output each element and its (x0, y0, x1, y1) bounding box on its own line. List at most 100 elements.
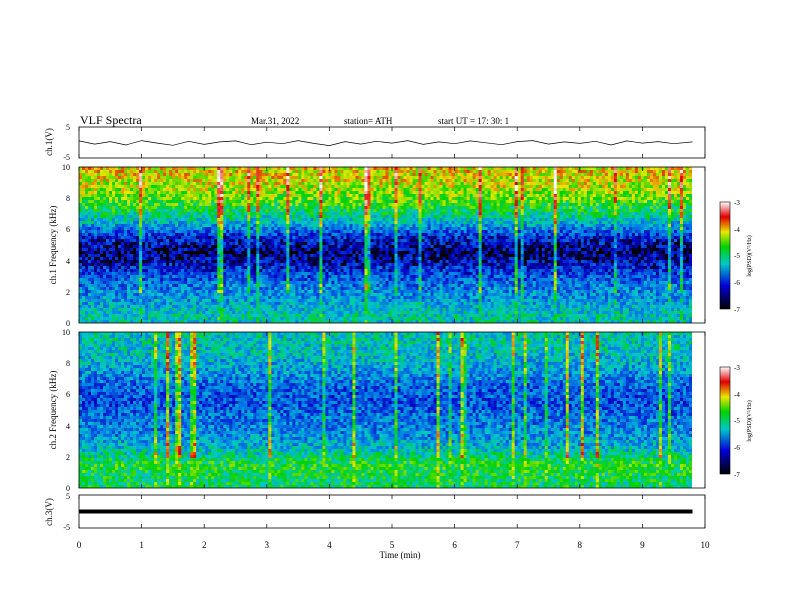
channel-1-spectrogram-cell (373, 167, 377, 171)
channel-1-spectrogram-cell (358, 191, 362, 195)
channel-1-spectrogram-cell (544, 227, 549, 231)
channel-1-spectrogram-cell (532, 218, 537, 222)
channel-1-spectrogram-cell (148, 173, 152, 177)
channel-1-spectrogram-cell (118, 170, 122, 174)
channel-1-spectrogram-cell (457, 218, 461, 222)
channel-1-spectrogram-cell (541, 170, 546, 174)
channel-1-spectrogram-cell (259, 230, 263, 234)
channel-1-spectrogram-cell (367, 206, 371, 210)
channel-1-spectrogram-cell (571, 221, 576, 225)
channel-1-spectrogram-cell (274, 170, 278, 174)
channel-1-spectrogram-cell (139, 173, 143, 177)
channel-1-spectrogram-cell (226, 191, 230, 195)
channel-1-spectrogram-cell (415, 230, 419, 234)
channel-1-spectrogram-cell (301, 203, 305, 207)
channel-1-spectrogram-cell (328, 221, 332, 225)
channel-1-spectrogram-cell (319, 215, 323, 219)
channel-1-spectrogram-cell (640, 224, 645, 228)
channel-1-spectrogram-cell (223, 194, 227, 198)
channel-1-spectrogram-cell (478, 227, 482, 231)
channel-1-spectrogram-cell (322, 185, 326, 189)
channel-1-spectrogram-cell (499, 176, 503, 180)
channel-1-spectrogram-cell (166, 176, 170, 180)
channel-1-spectrogram-cell (274, 200, 278, 204)
channel-1-spectrogram-cell (283, 239, 287, 243)
channel-1-spectrogram-cell (163, 215, 167, 219)
channel-1-spectrogram-cell (244, 221, 248, 225)
channel-1-spectrogram-cell (382, 176, 386, 180)
channel-1-spectrogram-cell (247, 170, 251, 174)
channel-1-spectrogram-cell (613, 233, 618, 237)
channel-1-spectrogram-cell (196, 230, 200, 234)
channel-1-spectrogram-cell (214, 227, 218, 231)
channel-1-spectrogram-cell (160, 233, 164, 237)
channel-1-spectrogram-cell (244, 224, 248, 228)
channel-1-spectrogram-cell (181, 233, 185, 237)
channel-1-spectrogram-cell (139, 197, 143, 201)
channel-1-spectrogram-cell (97, 188, 101, 192)
channel-1-spectrogram-cell (190, 170, 194, 174)
channel-1-spectrogram-cell (376, 203, 380, 207)
channel-1-spectrogram-cell (334, 179, 338, 183)
channel-1-spectrogram-cell (511, 233, 516, 237)
channel-1-spectrogram-cell (124, 221, 128, 225)
channel-1-spectrogram-cell (484, 167, 488, 171)
channel-1-spectrogram-cell (310, 179, 314, 183)
channel-1-spectrogram-cell (583, 221, 588, 225)
channel-1-spectrogram-cell (514, 170, 519, 174)
channel-1-spectrogram-cell (91, 188, 95, 192)
channel-1-spectrogram-cell (301, 224, 305, 228)
channel-1-spectrogram-cell (208, 209, 212, 213)
channel-1-spectrogram-cell (445, 233, 449, 237)
channel-1-spectrogram-cell (604, 200, 609, 204)
channel-1-spectrogram-cell (217, 176, 221, 180)
channel-1-spectrogram-cell (94, 227, 98, 231)
channel-1-spectrogram-cell (151, 173, 155, 177)
channel-1-spectrogram-cell (577, 206, 582, 210)
channel-1-spectrogram-cell (310, 167, 314, 171)
channel-1-spectrogram-cell (124, 179, 128, 183)
channel-1-spectrogram-cell (244, 236, 248, 240)
channel-1-spectrogram-cell (373, 203, 377, 207)
channel-1-spectrogram-cell (604, 224, 609, 228)
channel-1-spectrogram-cell (262, 194, 266, 198)
channel-1-spectrogram-cell (622, 212, 627, 216)
channel-1-spectrogram-cell (325, 185, 329, 189)
channel-1-spectrogram-cell (244, 230, 248, 234)
channel-1-spectrogram-cell (544, 233, 549, 237)
channel-1-spectrogram-cell (547, 224, 552, 228)
channel-1-spectrogram-cell (424, 224, 428, 228)
channel-1-spectrogram-cell (91, 182, 95, 186)
channel-1-spectrogram-cell (262, 182, 266, 186)
channel-1-spectrogram-cell (298, 203, 302, 207)
channel-1-spectrogram-cell (361, 167, 365, 171)
channel-1-spectrogram-cell (565, 203, 570, 207)
channel-1-spectrogram-cell (487, 236, 491, 240)
channel-1-spectrogram-cell (265, 176, 269, 180)
channel-1-spectrogram-cell (415, 185, 419, 189)
channel-1-spectrogram-cell (85, 218, 89, 222)
channel-1-spectrogram-cell (400, 227, 404, 231)
channel-1-spectrogram-cell (637, 194, 642, 198)
channel-1-spectrogram-cell (154, 221, 158, 225)
channel-1-spectrogram-cell (574, 209, 579, 213)
channel-1-spectrogram-cell (631, 212, 636, 216)
channel-1-spectrogram-cell (355, 215, 359, 219)
channel-1-spectrogram-cell (289, 194, 293, 198)
channel-1-spectrogram-cell (328, 239, 332, 243)
channel-1-spectrogram-cell (355, 197, 359, 201)
channel-1-spectrogram-cell (379, 170, 383, 174)
channel-1-spectrogram-cell (94, 191, 98, 195)
channel-1-spectrogram-cell (94, 194, 98, 198)
channel-1-spectrogram-cell (607, 179, 612, 183)
channel-1-spectrogram-cell (397, 236, 401, 240)
channel-1-spectrogram-cell (457, 206, 461, 210)
channel-1-spectrogram-cell (271, 197, 275, 201)
channel-1-spectrogram-cell (223, 239, 227, 243)
channel-1-spectrogram-cell (79, 176, 83, 180)
channel-1-spectrogram-cell (379, 230, 383, 234)
channel-1-spectrogram-cell (559, 185, 564, 189)
channel-1-spectrogram-cell (301, 236, 305, 240)
channel-1-spectrogram-cell (412, 227, 416, 231)
channel-1-spectrogram-cell (523, 230, 528, 234)
